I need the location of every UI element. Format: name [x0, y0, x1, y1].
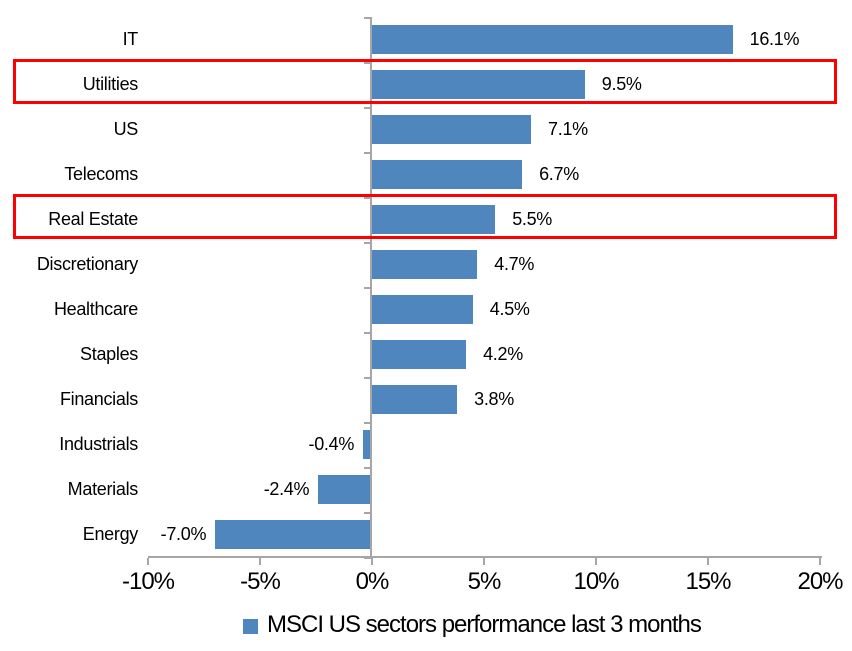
category-label: Materials	[67, 479, 139, 499]
legend: MSCI US sectors performance last 3 month…	[243, 611, 702, 639]
bar	[372, 385, 458, 414]
value-label: 9.5%	[601, 74, 642, 94]
category-axis-tick	[364, 377, 372, 379]
category-axis-tick	[364, 467, 372, 469]
category-axis-tick	[364, 332, 372, 334]
x-axis-tick	[595, 558, 597, 565]
value-label: 4.5%	[489, 299, 530, 319]
bar	[372, 70, 585, 99]
x-axis-tick	[259, 558, 261, 565]
value-label: -2.4%	[263, 479, 310, 499]
category-axis-tick	[364, 152, 372, 154]
bar	[215, 520, 372, 549]
category-label: Real Estate	[48, 209, 138, 229]
value-label: 6.7%	[539, 164, 579, 184]
category-axis-tick	[364, 17, 372, 19]
category-label: US	[113, 119, 139, 139]
category-axis-tick	[364, 557, 372, 559]
bar	[372, 205, 496, 234]
value-label: -7.0%	[160, 524, 207, 544]
value-label: 4.7%	[494, 254, 535, 274]
x-axis-tick	[483, 558, 485, 565]
category-label: Energy	[82, 524, 139, 544]
category-axis-tick	[364, 512, 372, 514]
category-label: Healthcare	[53, 299, 138, 319]
bar	[372, 295, 473, 324]
x-axis-tick-label: -10%	[121, 568, 175, 595]
value-label: -0.4%	[308, 434, 355, 454]
highlight-box	[13, 194, 837, 239]
value-label: 7.1%	[548, 119, 588, 139]
x-axis-tick	[819, 558, 821, 565]
category-axis-tick	[364, 197, 372, 199]
category-label: Discretionary	[36, 254, 138, 274]
category-axis-tick	[364, 242, 372, 244]
category-label: Financials	[59, 389, 138, 409]
legend-swatch	[243, 618, 258, 634]
category-label: Industrials	[59, 434, 138, 454]
legend-label: MSCI US sectors performance last 3 month…	[267, 611, 702, 638]
x-axis-tick	[707, 558, 709, 565]
x-axis-tick-label: 0%	[355, 568, 390, 595]
bar	[363, 430, 372, 459]
category-label: Staples	[80, 344, 138, 364]
value-label: 3.8%	[474, 389, 514, 409]
bar	[372, 25, 733, 54]
category-label: Utilities	[82, 74, 139, 94]
category-axis-tick	[364, 287, 372, 289]
value-label: 5.5%	[512, 209, 553, 229]
bar	[372, 250, 478, 279]
category-label: Telecoms	[64, 164, 138, 184]
highlight-box	[13, 59, 837, 104]
x-axis-tick-label: 15%	[685, 568, 731, 595]
value-label: 16.1%	[749, 29, 800, 49]
value-label: 4.2%	[483, 344, 523, 364]
x-axis-tick	[371, 558, 373, 565]
x-axis-tick-label: -5%	[240, 568, 281, 595]
x-axis-tick-label: 5%	[467, 568, 502, 595]
category-axis-tick	[364, 422, 372, 424]
category-label: IT	[122, 29, 139, 49]
bar	[372, 115, 532, 144]
bar	[372, 160, 523, 189]
category-axis-tick	[364, 107, 372, 109]
category-axis-tick	[364, 62, 372, 64]
x-axis-line	[148, 556, 822, 558]
x-axis-tick-label: 10%	[573, 568, 619, 595]
bar	[372, 340, 467, 369]
x-axis-tick	[147, 558, 149, 565]
x-axis-tick-label: 20%	[797, 568, 843, 595]
bar	[318, 475, 372, 504]
